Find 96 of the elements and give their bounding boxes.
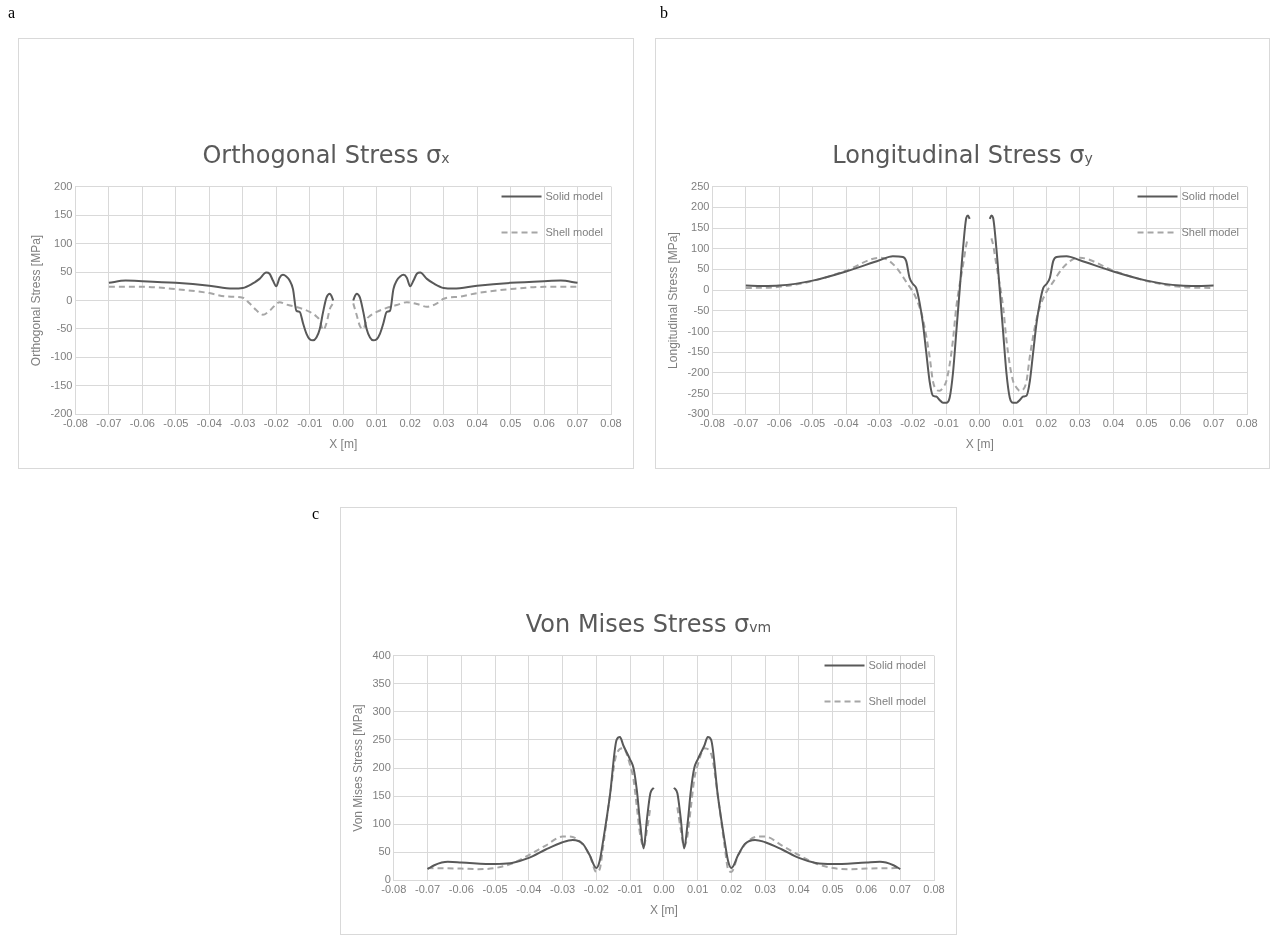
x-tick-label: -0.03 (230, 417, 256, 430)
x-axis-title: X [m] (649, 903, 678, 918)
x-tick-label: -0.07 (733, 417, 759, 430)
x-tick-label: 0.07 (1202, 417, 1225, 430)
x-tick-label: 0.04 (466, 417, 488, 430)
x-tick-label: 0.07 (566, 417, 589, 430)
y-tick-label: -300 (687, 407, 710, 420)
y-tick-label: 100 (691, 241, 710, 254)
x-tick-label: -0.05 (163, 417, 189, 430)
legend-label: Shell model (868, 694, 927, 707)
x-tick-label: -0.07 (414, 883, 441, 896)
x-tick-label: 0.05 (499, 417, 522, 430)
x-tick-label: -0.08 (699, 417, 725, 430)
x-tick-label: 0.01 (365, 417, 388, 430)
text: c (312, 505, 320, 523)
legend-label: Shell model (545, 225, 604, 238)
y-tick-label: -100 (50, 350, 73, 363)
x-tick-label: 0.08 (923, 883, 945, 896)
y-tick-label: 50 (378, 845, 391, 858)
text: b (660, 4, 668, 22)
x-tick-label: 0.03 (754, 883, 776, 896)
y-tick-label: 150 (372, 789, 391, 802)
y-tick-label: 250 (691, 179, 710, 192)
x-tick-label: -0.01 (933, 417, 959, 430)
x-tick-label: 0.02 (399, 417, 421, 430)
y-tick-label: 300 (372, 704, 391, 717)
y-tick-label: 150 (691, 221, 710, 234)
x-tick-label: -0.08 (62, 417, 88, 430)
x-tick-label: 0.00 (653, 883, 675, 896)
x-tick-label: -0.04 (833, 417, 859, 430)
x-axis-title: X [m] (329, 437, 358, 452)
y-tick-label: 100 (54, 236, 73, 249)
y-tick-label: 50 (697, 262, 710, 275)
x-tick-label: 0.03 (1069, 417, 1091, 430)
y-tick-label: 0 (703, 283, 710, 296)
legend-label: Solid model (545, 189, 604, 202)
x-tick-label: -0.04 (196, 417, 222, 430)
y-tick-label: -200 (50, 407, 73, 420)
y-axis-title: Von Mises Stress [MPa] (350, 704, 365, 832)
y-tick-label: 400 (372, 648, 391, 661)
legend-label: Shell model (1181, 225, 1240, 238)
y-tick-label: -150 (687, 345, 710, 358)
x-tick-label: 0.02 (1035, 417, 1058, 430)
y-tick-label: 200 (54, 179, 73, 192)
x-tick-label: 0.04 (788, 883, 810, 896)
y-tick-label: 0 (66, 293, 73, 306)
x-tick-label: 0.07 (889, 883, 911, 896)
x-tick-label: -0.07 (96, 417, 122, 430)
x-tick-label: -0.02 (263, 417, 289, 430)
text: a (8, 4, 16, 22)
x-tick-label: 0.04 (1102, 417, 1125, 430)
y-tick-label: 0 (384, 873, 391, 886)
legend-label: Solid model (1181, 189, 1240, 202)
y-tick-label: 200 (372, 761, 391, 774)
x-tick-label: -0.08 (381, 883, 407, 896)
y-tick-label: -150 (50, 378, 73, 391)
y-axis-title: Longitudinal Stress [MPa] (665, 232, 680, 369)
y-tick-label: 350 (372, 676, 391, 689)
y-tick-label: 50 (60, 265, 73, 278)
x-axis-title: X [m] (965, 437, 994, 452)
x-tick-label: 0.06 (1169, 417, 1191, 430)
x-tick-label: 0.06 (533, 417, 555, 430)
x-tick-label: 0.00 (969, 417, 991, 430)
x-tick-label: 0.06 (855, 883, 878, 896)
x-tick-label: 0.08 (1236, 417, 1258, 430)
x-tick-label: 0.08 (600, 417, 622, 430)
x-tick-label: 0.01 (686, 883, 709, 896)
y-tick-label: -200 (687, 366, 710, 379)
y-tick-label: 100 (372, 817, 391, 830)
x-tick-label: 0.03 (432, 417, 455, 430)
x-tick-label: -0.02 (583, 883, 609, 896)
y-tick-label: -100 (687, 324, 710, 337)
x-tick-label: -0.01 (617, 883, 643, 896)
y-tick-label: 200 (691, 200, 710, 213)
x-tick-label: -0.01 (297, 417, 323, 430)
legend-label: Solid model (868, 658, 927, 671)
x-tick-label: 0.05 (821, 883, 844, 896)
x-tick-label: -0.06 (129, 417, 155, 430)
y-tick-label: -250 (687, 386, 710, 399)
x-tick-label: -0.04 (516, 883, 542, 896)
x-tick-label: -0.03 (866, 417, 893, 430)
y-tick-label: -50 (56, 322, 73, 335)
y-tick-label: -50 (693, 303, 710, 316)
y-tick-label: 250 (372, 732, 391, 745)
x-tick-label: -0.06 (766, 417, 792, 430)
y-axis-title: Orthogonal Stress [MPa] (28, 234, 43, 367)
x-tick-label: -0.05 (800, 417, 826, 430)
x-tick-label: -0.03 (550, 883, 576, 896)
x-tick-label: 0.00 (332, 417, 354, 430)
x-tick-label: 0.05 (1136, 417, 1158, 430)
y-tick-label: 150 (54, 208, 73, 221)
x-tick-label: 0.01 (1002, 417, 1024, 430)
x-tick-label: -0.02 (900, 417, 926, 430)
x-tick-label: -0.05 (482, 883, 508, 896)
x-tick-label: -0.06 (448, 883, 474, 896)
x-tick-label: 0.02 (720, 883, 743, 896)
